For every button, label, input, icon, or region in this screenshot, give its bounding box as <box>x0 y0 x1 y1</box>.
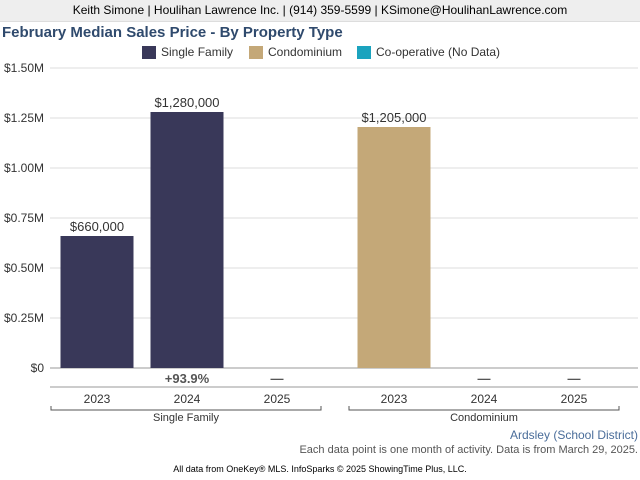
legend-item-single-family[interactable]: Single Family <box>142 45 233 59</box>
y-tick-label: $0.50M <box>4 261 44 275</box>
bar-value-label: $1,280,000 <box>154 95 219 110</box>
legend-swatch-condominium <box>249 45 263 59</box>
x-tick-label: 2023 <box>84 392 111 406</box>
change-label: — <box>271 371 284 386</box>
change-label: — <box>478 371 491 386</box>
x-tick-label: 2024 <box>174 392 201 406</box>
chart-title: February Median Sales Price - By Propert… <box>2 24 343 41</box>
legend-label-condominium: Condominium <box>268 45 343 59</box>
y-tick-label: $1.25M <box>4 111 44 125</box>
y-tick-label: $1.00M <box>4 161 44 175</box>
bar <box>357 127 431 368</box>
bar <box>150 112 224 368</box>
y-tick-label: $0.75M <box>4 211 44 225</box>
legend-item-condominium[interactable]: Condominium <box>249 45 342 59</box>
legend-label-cooperative: Co-operative (No Data) <box>376 45 501 59</box>
bar-value-label: $660,000 <box>70 219 124 234</box>
legend-swatch-cooperative <box>357 45 371 59</box>
x-tick-label: 2024 <box>471 392 498 406</box>
contact-header: Keith Simone | Houlihan Lawrence Inc. | … <box>0 0 640 22</box>
location-label[interactable]: Ardsley (School District) <box>509 428 638 442</box>
change-label: +93.9% <box>165 371 210 386</box>
group-bracket <box>348 406 620 411</box>
contact-text: Keith Simone | Houlihan Lawrence Inc. | … <box>72 3 568 17</box>
change-label: — <box>568 371 581 386</box>
bar-value-label: $1,205,000 <box>361 110 426 125</box>
y-tick-label: $0 <box>31 361 45 375</box>
legend: Single Family Condominium Co-operative (… <box>0 45 640 63</box>
x-tick-label: 2025 <box>264 392 291 406</box>
data-note: Each data point is one month of activity… <box>299 444 638 456</box>
copyright: All data from OneKey® MLS. InfoSparks © … <box>173 464 467 474</box>
legend-item-cooperative[interactable]: Co-operative (No Data) <box>357 45 500 59</box>
group-label: Condominium <box>450 412 518 424</box>
x-tick-label: 2025 <box>561 392 588 406</box>
legend-swatch-single-family <box>142 45 156 59</box>
x-tick-label: 2023 <box>381 392 408 406</box>
y-tick-label: $1.50M <box>4 61 44 75</box>
bar <box>60 236 134 368</box>
group-bracket <box>50 406 322 411</box>
y-tick-label: $0.25M <box>4 311 44 325</box>
legend-label-single-family: Single Family <box>161 45 234 59</box>
group-label: Single Family <box>153 412 220 424</box>
